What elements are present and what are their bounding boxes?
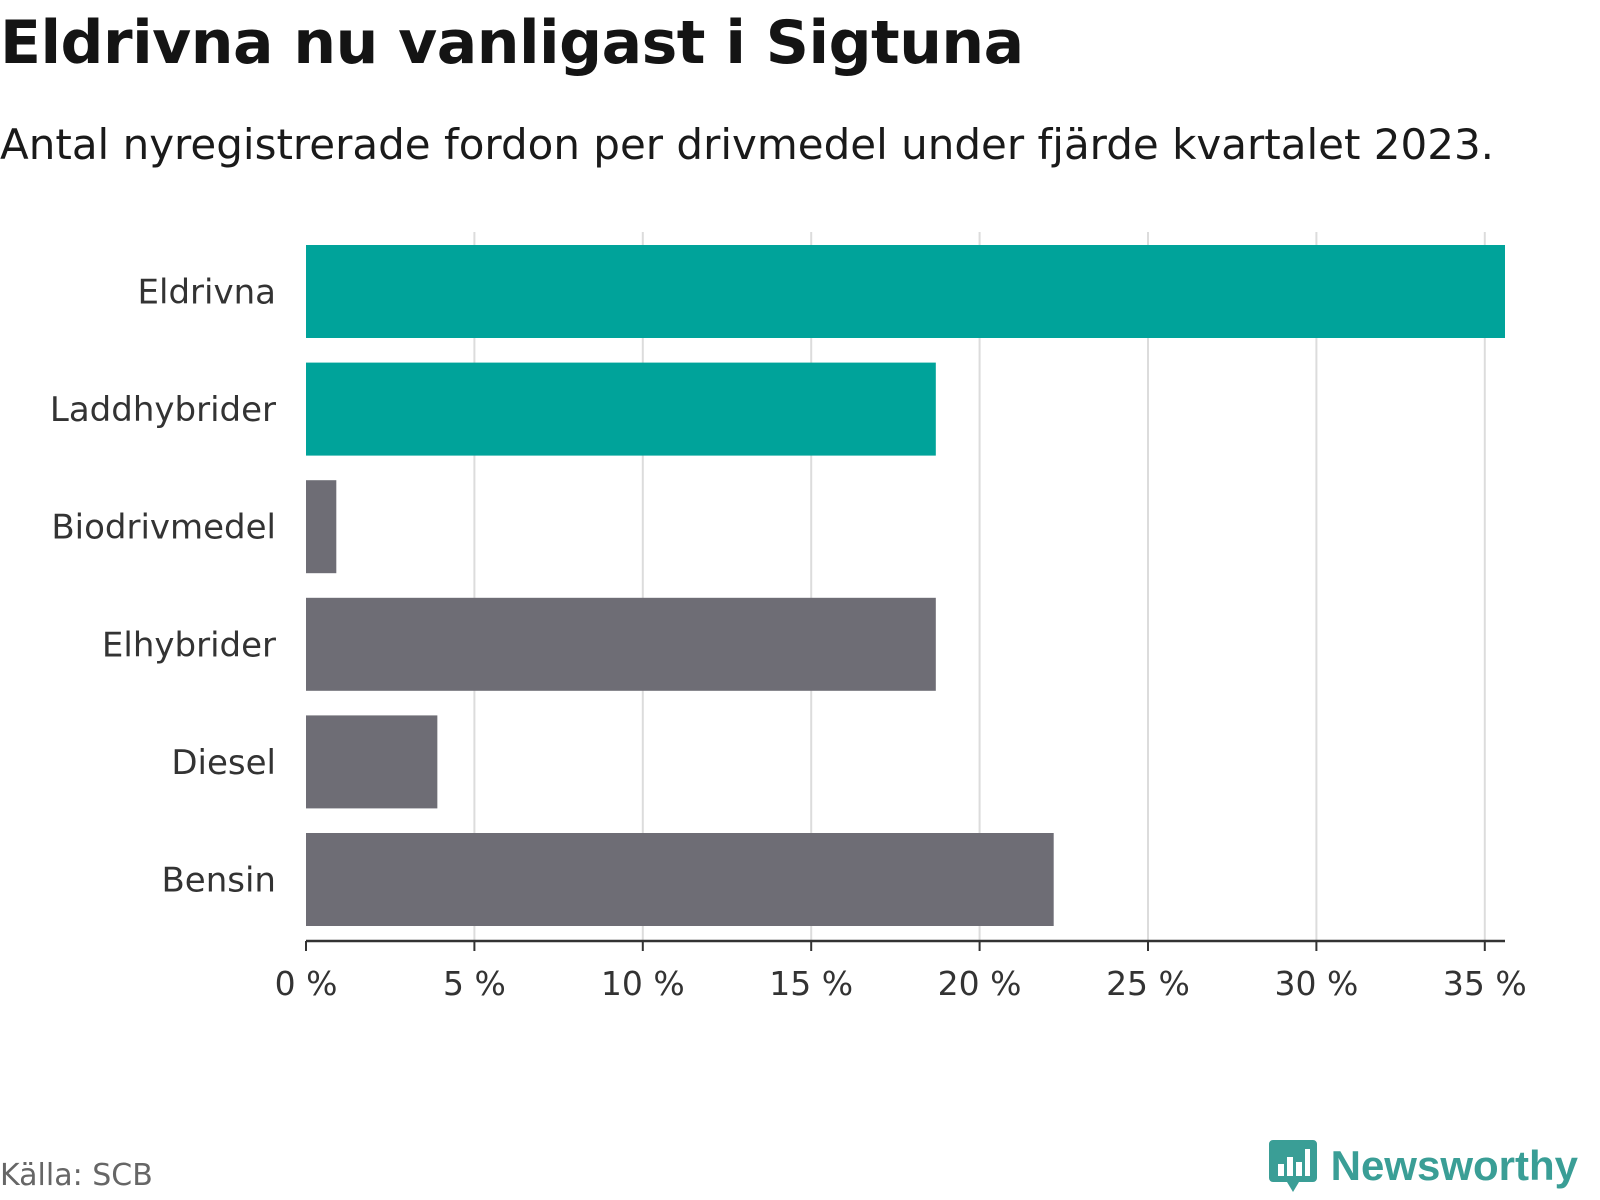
category-label-eldrivna: Eldrivna — [138, 273, 276, 313]
category-label-biodrivmedel: Biodrivmedel — [51, 508, 276, 548]
source-note: Källa: SCB — [0, 1158, 153, 1193]
x-tick-label-10: 10 % — [601, 964, 685, 1003]
bar-eldrivna — [306, 245, 1505, 338]
bar-diesel — [306, 715, 438, 809]
x-tick-label-0: 0 % — [275, 964, 338, 1003]
bar-laddhybrider — [306, 362, 936, 456]
category-label-elhybrider: Elhybrider — [102, 625, 276, 665]
x-tick-label-30: 30 % — [1274, 964, 1358, 1003]
category-label-diesel: Diesel — [171, 743, 276, 783]
x-tick-label-25: 25 % — [1106, 964, 1190, 1003]
x-tick-label-35: 35 % — [1443, 964, 1527, 1003]
chart-subtitle: Antal nyregistrerade fordon per drivmede… — [0, 120, 1495, 169]
x-tick-label-5: 5 % — [443, 964, 506, 1003]
x-tick-label-15: 15 % — [769, 964, 853, 1003]
brand-name: Newsworthy — [1330, 1142, 1578, 1189]
chart-title: Eldrivna nu vanligast i Sigtuna — [0, 8, 1024, 78]
brand-logo: Newsworthy — [1268, 1140, 1578, 1192]
bar-biodrivmedel — [306, 480, 337, 574]
bar-bensin — [306, 833, 1054, 926]
newsworthy-chart-logo-icon — [1268, 1140, 1317, 1192]
category-label-bensin: Bensin — [161, 861, 276, 901]
category-label-laddhybrider: Laddhybrider — [50, 390, 276, 430]
bar-elhybrider — [306, 597, 936, 691]
x-tick-label-20: 20 % — [938, 964, 1022, 1003]
